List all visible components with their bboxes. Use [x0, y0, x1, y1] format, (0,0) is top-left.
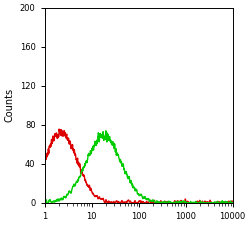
Y-axis label: Counts: Counts [4, 88, 14, 122]
